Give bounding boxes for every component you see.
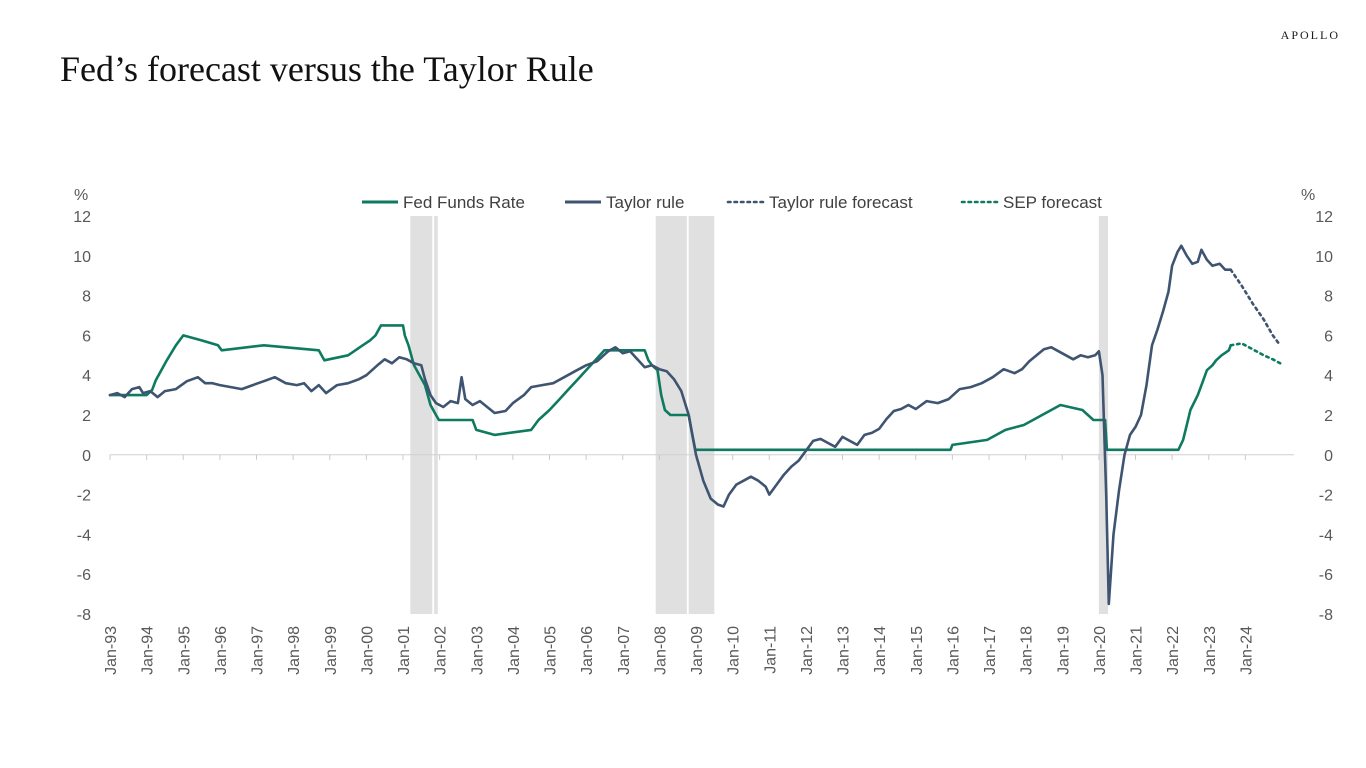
- x-tick-label: Jan-95: [176, 626, 193, 675]
- x-tick-label: Jan-02: [433, 626, 450, 675]
- x-tick-label: Jan-12: [799, 626, 816, 675]
- x-tick-label: Jan-98: [286, 626, 303, 675]
- y-tick-label-left: -8: [77, 607, 91, 624]
- x-tick-label: Jan-20: [1092, 626, 1109, 675]
- y-tick-label-left: 8: [82, 289, 91, 306]
- x-tick-label: Jan-14: [872, 626, 889, 675]
- y-tick-label-right: 2: [1324, 408, 1333, 425]
- x-tick-label: Jan-01: [396, 626, 413, 675]
- y-tick-label-right: 10: [1315, 249, 1333, 266]
- x-tick-label: Jan-08: [652, 626, 669, 675]
- x-tick-label: Jan-22: [1165, 626, 1182, 675]
- x-tick-label: Jan-19: [1055, 626, 1072, 675]
- series-line-fed-funds-rate: [108, 324, 1232, 452]
- x-tick-label: Jan-10: [726, 626, 743, 675]
- x-tick-label: Jan-93: [103, 626, 120, 675]
- x-tick-label: Jan-00: [359, 626, 376, 675]
- x-tick-label: Jan-21: [1129, 626, 1146, 675]
- x-tick-label: Jan-04: [506, 626, 523, 675]
- recession-shading: [410, 216, 1109, 614]
- y-tick-label-left: -6: [77, 567, 91, 584]
- y-unit-left: %: [74, 187, 88, 204]
- y-tick-label-right: 0: [1324, 448, 1333, 465]
- y-tick-label-left: 6: [82, 328, 91, 345]
- legend: Fed Funds Rate Taylor rule Taylor rule for…: [362, 193, 1102, 212]
- y-axis-right: 12 10 8 6 4 2 0 -2 -4 -6 -8: [1315, 209, 1333, 624]
- x-tick-label: Jan-03: [469, 626, 486, 675]
- y-tick-label-left: 2: [82, 408, 91, 425]
- x-tick-label: Jan-97: [250, 626, 267, 675]
- chart-title: Fed’s forecast versus the Taylor Rule: [60, 49, 594, 89]
- x-tick-label: Jan-09: [689, 626, 706, 675]
- series-line-taylor-rule-forecast: [1229, 268, 1282, 347]
- series-line-sep-forecast: [1229, 342, 1282, 365]
- x-tick-label: Jan-05: [543, 626, 560, 675]
- legend-label-taylor-rule: Taylor rule: [606, 193, 684, 212]
- y-tick-label-left: -4: [77, 527, 91, 544]
- y-tick-label-left: 0: [82, 448, 91, 465]
- x-tick-label: Jan-07: [616, 626, 633, 675]
- x-tick-label: Jan-94: [140, 626, 157, 675]
- x-tick-label: Jan-15: [909, 626, 926, 675]
- y-tick-label-left: 4: [82, 368, 91, 385]
- y-unit-right: %: [1301, 187, 1315, 204]
- x-tick-label: Jan-16: [945, 626, 962, 675]
- y-tick-label-right: -4: [1319, 527, 1333, 544]
- x-axis-ticks: Jan-93 Jan-94 Jan-95 Jan-96 Jan-97 Jan-98 Jan-…: [103, 454, 1255, 675]
- x-tick-label: Jan-24: [1238, 626, 1255, 675]
- recession-band-3: [688, 216, 715, 614]
- y-tick-label-right: 8: [1324, 289, 1333, 306]
- x-tick-label: Jan-17: [982, 626, 999, 675]
- legend-label-fed-funds-rate: Fed Funds Rate: [403, 193, 525, 212]
- series-line-taylor-rule: [108, 244, 1232, 606]
- recession-band-0: [410, 216, 433, 614]
- y-tick-label-right: -6: [1319, 567, 1333, 584]
- y-tick-label-right: 6: [1324, 328, 1333, 345]
- y-tick-label-left: 10: [73, 249, 91, 266]
- x-tick-label: Jan-96: [213, 626, 230, 675]
- series-lines: [108, 244, 1282, 606]
- y-tick-label-right: -2: [1319, 488, 1333, 505]
- x-tick-label: Jan-13: [836, 626, 853, 675]
- y-tick-label-left: 12: [73, 209, 91, 226]
- legend-label-taylor-rule-forecast: Taylor rule forecast: [769, 193, 913, 212]
- y-axis-left: 12 10 8 6 4 2 0 -2 -4 -6 -8: [73, 209, 91, 624]
- legend-label-sep-forecast: SEP forecast: [1003, 193, 1102, 212]
- x-tick-label: Jan-18: [1019, 626, 1036, 675]
- x-tick-label: Jan-23: [1202, 626, 1219, 675]
- x-tick-label: Jan-11: [762, 626, 779, 674]
- y-tick-label-right: -8: [1319, 607, 1333, 624]
- x-tick-label: Jan-99: [323, 626, 340, 675]
- brand-logo: APOLLO: [1280, 28, 1340, 42]
- y-tick-label-left: -2: [77, 488, 91, 505]
- x-tick-label: Jan-06: [579, 626, 596, 675]
- y-tick-label-right: 12: [1315, 209, 1333, 226]
- y-tick-label-right: 4: [1324, 368, 1333, 385]
